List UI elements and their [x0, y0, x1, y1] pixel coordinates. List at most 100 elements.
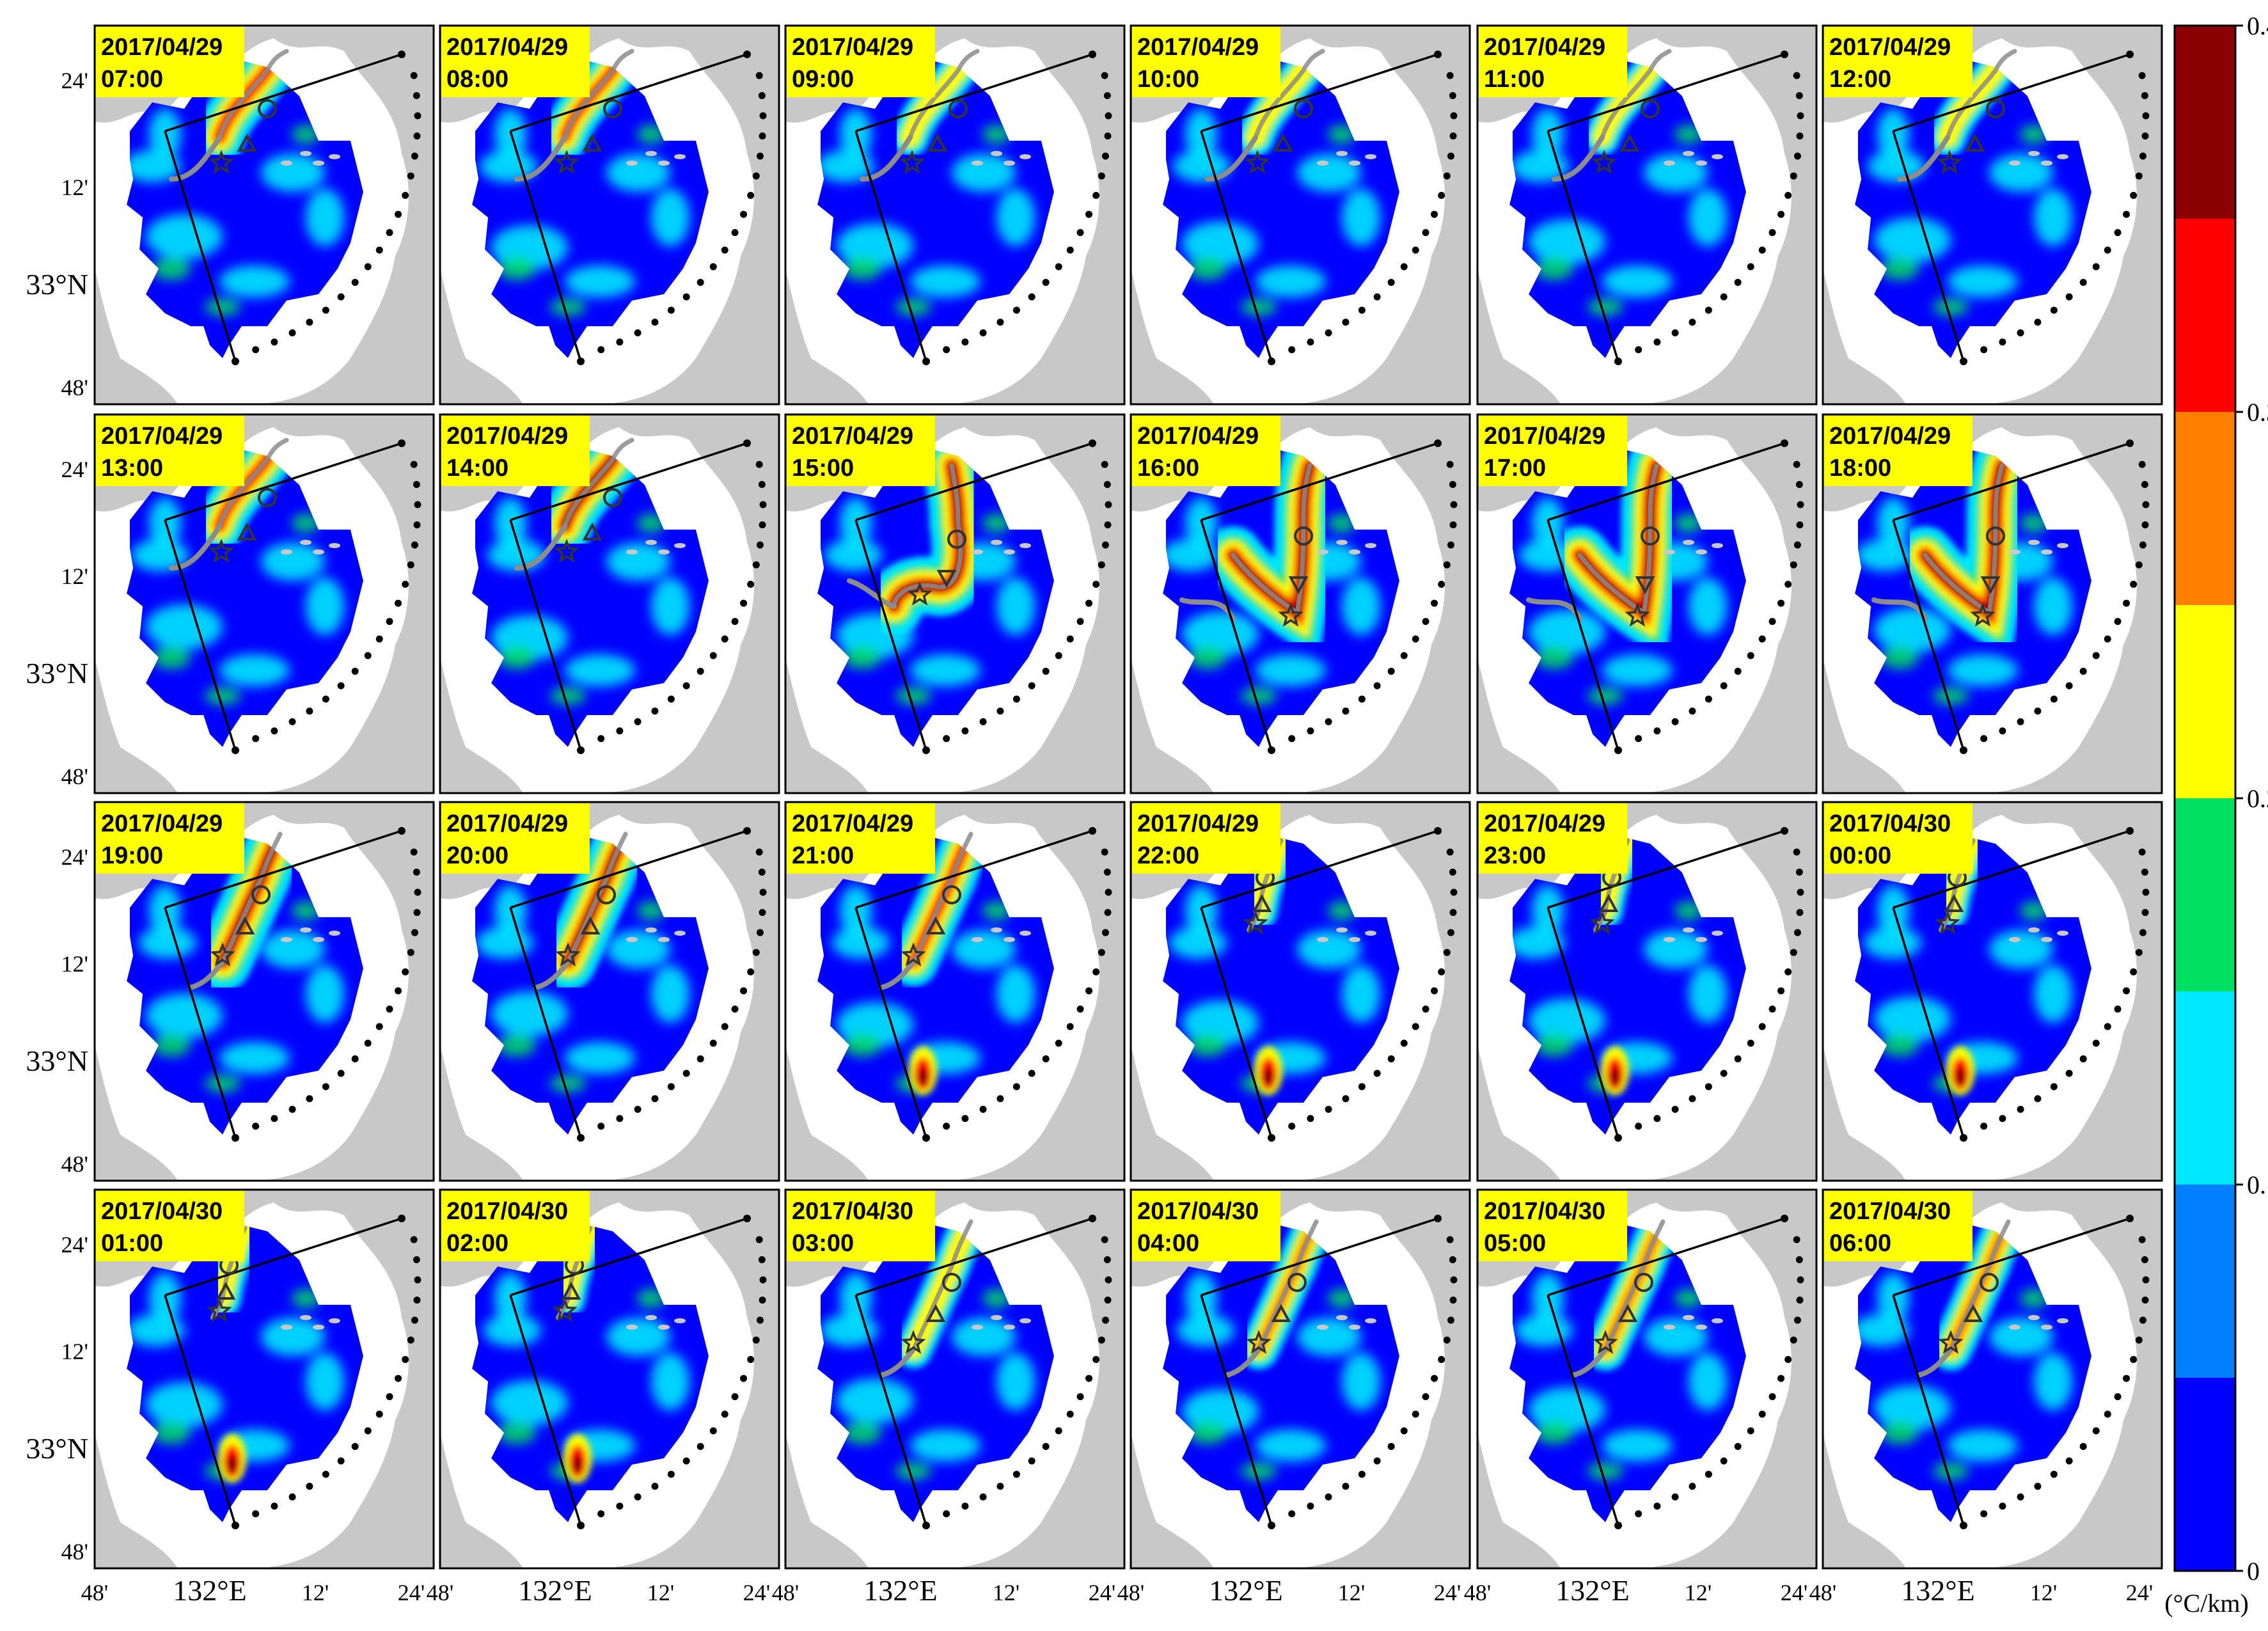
station-dot [2126, 827, 2134, 835]
station-dot [232, 746, 239, 754]
front-trail-line [1916, 1347, 1953, 1378]
island [645, 540, 657, 545]
panel-time: 11:00 [1484, 66, 1545, 93]
station-dot [1781, 1215, 1788, 1222]
lat-tick-label: 48' [61, 375, 89, 400]
panel-time: 01:00 [101, 1230, 163, 1257]
star-marker [209, 150, 234, 174]
map-panel: 2017/04/30 06:00 [1822, 1188, 2163, 1570]
panel-time: 14:00 [446, 455, 508, 482]
panel-frame [1822, 801, 2163, 1182]
map-panel: 2017/04/29 20:00 [439, 801, 780, 1182]
lat-tick-label: 48' [61, 1151, 89, 1177]
coverage-edge-west [854, 130, 927, 362]
circle-marker [942, 1273, 961, 1292]
lon-tick-label: 48' [1809, 1580, 1837, 1605]
front-axis-line [1603, 1219, 1666, 1352]
island [1696, 937, 1707, 942]
panel-date: 2017/04/29 [792, 423, 913, 450]
date-label-box [787, 416, 935, 486]
station-dot [1960, 1522, 1967, 1529]
island [1004, 161, 1015, 166]
range-arc [252, 461, 421, 743]
circle-marker [1288, 1273, 1307, 1292]
panel-frame [784, 413, 1126, 794]
front-axis-line [1577, 463, 1659, 617]
station-dot [1781, 827, 1788, 835]
star-marker [210, 942, 235, 966]
star-marker [1593, 1330, 1618, 1354]
coverage-edge-west [1547, 130, 1619, 362]
map-panel: 2017/04/29 23:00 [1476, 801, 1818, 1182]
panel-date: 2017/04/29 [446, 34, 568, 61]
panel-date: 2017/04/30 [1484, 1198, 1605, 1225]
date-label-box [96, 803, 244, 874]
station-dot [2126, 51, 2134, 58]
island [1365, 931, 1376, 936]
front-axis-line [217, 49, 289, 140]
circle-marker [1294, 99, 1313, 118]
island [626, 937, 638, 942]
island [329, 543, 340, 548]
island [1664, 549, 1675, 555]
date-label-box [1824, 416, 1973, 486]
coverage-edge-west [854, 1295, 927, 1526]
station-dot [1614, 358, 1622, 365]
front-trail-line [860, 135, 913, 182]
panel-time: 13:00 [101, 455, 163, 482]
station-dot [743, 439, 751, 447]
panel-time: 00:00 [1829, 842, 1891, 869]
island [972, 161, 983, 166]
front-axis-line [1923, 463, 2004, 617]
front-trail-line [188, 959, 225, 990]
star-marker [554, 539, 579, 563]
island [1712, 931, 1723, 936]
panel-frame [1476, 1188, 1818, 1570]
front-axis-line [1256, 1219, 1319, 1352]
island [626, 161, 638, 166]
circle-marker [1986, 99, 2005, 118]
panel-date: 2017/04/29 [1137, 423, 1259, 450]
circle-marker [251, 885, 271, 904]
panel-date: 2017/04/29 [1484, 34, 1605, 61]
map-panel: 2017/04/29 19:00 [93, 801, 435, 1182]
triangle-marker [1598, 894, 1619, 912]
coverage-edge-west [1892, 907, 1965, 1139]
panel-time: 20:00 [446, 842, 508, 869]
star-marker [1591, 150, 1617, 174]
station-dot [1268, 1134, 1275, 1142]
map-panel: 2017/04/29 09:00 [784, 24, 1126, 406]
map-panel: 2017/04/29 21:00 [784, 801, 1126, 1182]
front-trail-line [514, 135, 567, 182]
coverage-edge-north [1547, 442, 1785, 521]
front-trail-line [169, 524, 222, 571]
map-panel: 2017/04/29 11:00 [1476, 24, 1818, 406]
coverage-edge-north [1201, 830, 1438, 909]
front-axis-line [911, 831, 973, 965]
station-dot [577, 746, 585, 754]
star-marker [1589, 910, 1615, 934]
island [1712, 1318, 1723, 1323]
island [313, 1325, 324, 1330]
island [2041, 1325, 2052, 1330]
star-marker [207, 1298, 232, 1322]
island [658, 161, 670, 166]
triangle-marker [582, 133, 602, 152]
panel-frame [439, 24, 780, 406]
panel-frame [439, 413, 780, 794]
island [2057, 154, 2068, 159]
station-dot [232, 358, 239, 365]
date-label-box [96, 27, 244, 97]
island [972, 937, 983, 942]
station-dot [232, 1134, 239, 1142]
island [1020, 1318, 1031, 1323]
range-arc [1635, 848, 1804, 1130]
circle-marker [1294, 526, 1313, 546]
map-panel: 2017/04/30 00:00 [1822, 801, 2163, 1182]
coverage-edge-west [1200, 907, 1273, 1139]
coverage-edge-north [1201, 442, 1438, 521]
coverage-edge-west [1547, 519, 1619, 751]
island [645, 927, 657, 933]
front-trail-line [879, 959, 916, 990]
triangle-marker [1980, 576, 2001, 595]
